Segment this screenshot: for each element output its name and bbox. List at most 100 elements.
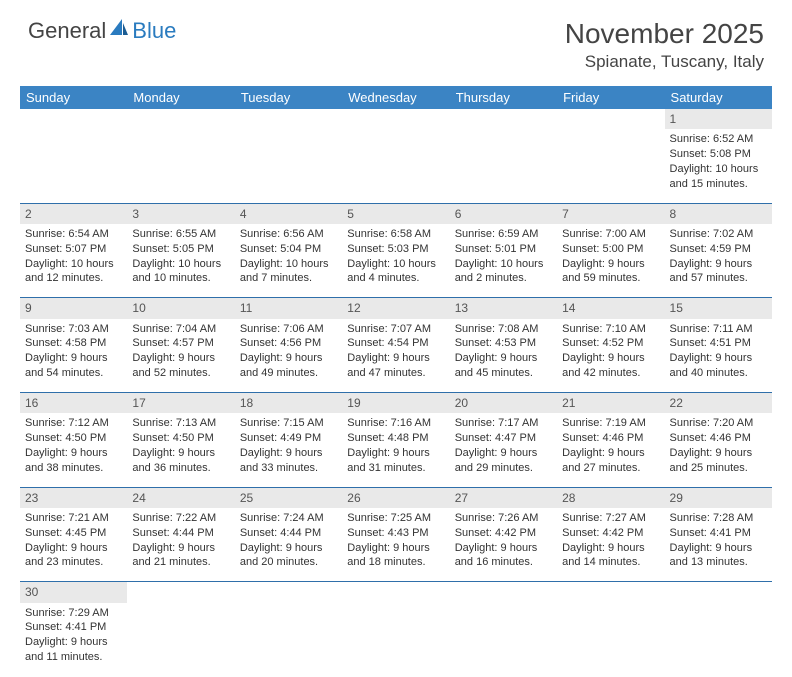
day-number xyxy=(450,109,557,129)
day2-text: and 14 minutes. xyxy=(562,555,659,570)
location-subtitle: Spianate, Tuscany, Italy xyxy=(565,52,764,72)
weekday-header: Sunday xyxy=(20,86,127,109)
day2-text: and 7 minutes. xyxy=(240,271,337,286)
day-cell: Sunrise: 7:08 AMSunset: 4:53 PMDaylight:… xyxy=(450,319,557,393)
weekday-header: Wednesday xyxy=(342,86,449,109)
day-cell: Sunrise: 6:54 AMSunset: 5:07 PMDaylight:… xyxy=(20,224,127,298)
day2-text: and 42 minutes. xyxy=(562,366,659,381)
sunset-text: Sunset: 4:58 PM xyxy=(25,336,122,351)
sunset-text: Sunset: 4:50 PM xyxy=(25,431,122,446)
day1-text: Daylight: 9 hours xyxy=(562,446,659,461)
day2-text: and 38 minutes. xyxy=(25,461,122,476)
day-cell: Sunrise: 7:12 AMSunset: 4:50 PMDaylight:… xyxy=(20,413,127,487)
sunrise-text: Sunrise: 7:03 AM xyxy=(25,322,122,337)
day-number xyxy=(127,582,234,603)
day1-text: Daylight: 10 hours xyxy=(670,162,767,177)
sunrise-text: Sunrise: 7:07 AM xyxy=(347,322,444,337)
sunrise-text: Sunrise: 6:54 AM xyxy=(25,227,122,242)
day-number: 29 xyxy=(665,487,772,508)
day-number xyxy=(127,109,234,129)
day1-text: Daylight: 9 hours xyxy=(455,351,552,366)
day-number xyxy=(235,109,342,129)
day1-text: Daylight: 9 hours xyxy=(670,446,767,461)
calendar-table: Sunday Monday Tuesday Wednesday Thursday… xyxy=(20,86,772,677)
day-number xyxy=(342,582,449,603)
day-number xyxy=(557,109,664,129)
sunset-text: Sunset: 4:52 PM xyxy=(562,336,659,351)
day1-text: Daylight: 9 hours xyxy=(455,541,552,556)
day2-text: and 52 minutes. xyxy=(132,366,229,381)
day-cell xyxy=(450,603,557,677)
day-number-row: 30 xyxy=(20,582,772,603)
sunrise-text: Sunrise: 7:12 AM xyxy=(25,416,122,431)
day-number: 24 xyxy=(127,487,234,508)
sunrise-text: Sunrise: 7:16 AM xyxy=(347,416,444,431)
day1-text: Daylight: 9 hours xyxy=(455,446,552,461)
day-number: 25 xyxy=(235,487,342,508)
sunset-text: Sunset: 4:42 PM xyxy=(562,526,659,541)
sunset-text: Sunset: 4:50 PM xyxy=(132,431,229,446)
sunrise-text: Sunrise: 7:28 AM xyxy=(670,511,767,526)
sunset-text: Sunset: 5:08 PM xyxy=(670,147,767,162)
day-cell xyxy=(342,603,449,677)
day-number: 20 xyxy=(450,393,557,414)
day1-text: Daylight: 9 hours xyxy=(240,446,337,461)
day-number-row: 16171819202122 xyxy=(20,393,772,414)
day2-text: and 29 minutes. xyxy=(455,461,552,476)
day-cell: Sunrise: 7:00 AMSunset: 5:00 PMDaylight:… xyxy=(557,224,664,298)
day-cell: Sunrise: 7:25 AMSunset: 4:43 PMDaylight:… xyxy=(342,508,449,582)
day1-text: Daylight: 9 hours xyxy=(562,351,659,366)
sunrise-text: Sunrise: 7:10 AM xyxy=(562,322,659,337)
day1-text: Daylight: 9 hours xyxy=(132,446,229,461)
day-content-row: Sunrise: 7:12 AMSunset: 4:50 PMDaylight:… xyxy=(20,413,772,487)
day2-text: and 57 minutes. xyxy=(670,271,767,286)
day-cell: Sunrise: 7:02 AMSunset: 4:59 PMDaylight:… xyxy=(665,224,772,298)
day-number xyxy=(665,582,772,603)
sunset-text: Sunset: 5:00 PM xyxy=(562,242,659,257)
day-number: 13 xyxy=(450,298,557,319)
sunset-text: Sunset: 5:05 PM xyxy=(132,242,229,257)
day-cell: Sunrise: 7:07 AMSunset: 4:54 PMDaylight:… xyxy=(342,319,449,393)
day-number: 7 xyxy=(557,203,664,224)
day-content-row: Sunrise: 7:29 AMSunset: 4:41 PMDaylight:… xyxy=(20,603,772,677)
day-cell: Sunrise: 7:04 AMSunset: 4:57 PMDaylight:… xyxy=(127,319,234,393)
sunrise-text: Sunrise: 7:04 AM xyxy=(132,322,229,337)
day2-text: and 23 minutes. xyxy=(25,555,122,570)
day1-text: Daylight: 9 hours xyxy=(25,541,122,556)
day2-text: and 4 minutes. xyxy=(347,271,444,286)
sunset-text: Sunset: 4:45 PM xyxy=(25,526,122,541)
sunset-text: Sunset: 4:43 PM xyxy=(347,526,444,541)
day-cell: Sunrise: 7:21 AMSunset: 4:45 PMDaylight:… xyxy=(20,508,127,582)
sunset-text: Sunset: 4:56 PM xyxy=(240,336,337,351)
day2-text: and 54 minutes. xyxy=(25,366,122,381)
day-content-row: Sunrise: 7:03 AMSunset: 4:58 PM Daylight:… xyxy=(20,319,772,393)
sunrise-text: Sunrise: 7:08 AM xyxy=(455,322,552,337)
day-cell xyxy=(20,129,127,203)
sunset-text: Sunset: 4:51 PM xyxy=(670,336,767,351)
sunrise-text: Sunrise: 7:17 AM xyxy=(455,416,552,431)
day-cell: Sunrise: 7:20 AMSunset: 4:46 PMDaylight:… xyxy=(665,413,772,487)
day-cell xyxy=(235,603,342,677)
title-block: November 2025 Spianate, Tuscany, Italy xyxy=(565,18,764,72)
day-cell: Sunrise: 7:11 AMSunset: 4:51 PMDaylight:… xyxy=(665,319,772,393)
sunrise-text: Sunrise: 7:27 AM xyxy=(562,511,659,526)
day-cell xyxy=(342,129,449,203)
day1-text: Daylight: 10 hours xyxy=(25,257,122,272)
sunset-text: Sunset: 4:42 PM xyxy=(455,526,552,541)
day-cell: Sunrise: 7:19 AMSunset: 4:46 PMDaylight:… xyxy=(557,413,664,487)
sunrise-text: Sunrise: 7:29 AM xyxy=(25,606,122,621)
day-cell xyxy=(665,603,772,677)
day-number: 15 xyxy=(665,298,772,319)
day-cell: Sunrise: 7:13 AMSunset: 4:50 PMDaylight:… xyxy=(127,413,234,487)
day-cell: Sunrise: 6:56 AMSunset: 5:04 PMDaylight:… xyxy=(235,224,342,298)
sunrise-text: Sunrise: 6:55 AM xyxy=(132,227,229,242)
day-number xyxy=(450,582,557,603)
weekday-header: Thursday xyxy=(450,86,557,109)
day-cell: Sunrise: 7:29 AMSunset: 4:41 PMDaylight:… xyxy=(20,603,127,677)
day2-text: and 33 minutes. xyxy=(240,461,337,476)
day-cell xyxy=(450,129,557,203)
day-number: 17 xyxy=(127,393,234,414)
day-number xyxy=(20,109,127,129)
day-number: 27 xyxy=(450,487,557,508)
day-number: 12 xyxy=(342,298,449,319)
